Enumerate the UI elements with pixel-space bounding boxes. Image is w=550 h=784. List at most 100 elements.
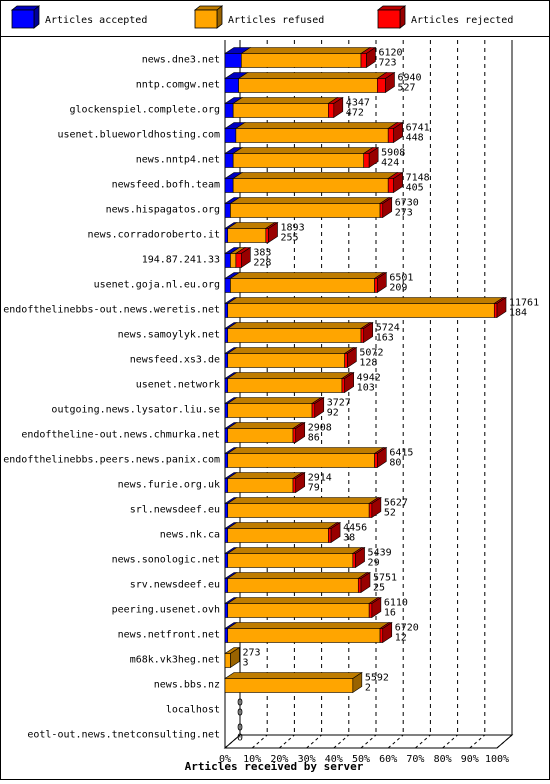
bar-value-label: 6730 [395, 198, 419, 209]
bar-value-label: 86 [308, 433, 320, 444]
category-label: newsfeed.xs3.de [130, 355, 220, 366]
bar-value-label: 4456 [343, 523, 367, 534]
bar-segment [224, 203, 231, 218]
bar-value-label: 0 [237, 723, 243, 734]
category-label: srl.newsdeef.eu [130, 505, 220, 516]
legend-swatch [11, 9, 35, 29]
bar-segment [227, 528, 329, 543]
bar-segment [224, 278, 231, 293]
bar-segment [224, 603, 229, 618]
bar-value-label: 5439 [368, 548, 392, 559]
bar-value-label: 6110 [384, 598, 408, 609]
bar-segment [292, 428, 297, 443]
bar-segment [227, 428, 294, 443]
legend-label: Articles refused [228, 15, 324, 26]
bar-segment [328, 103, 335, 118]
bar-value-label: 228 [253, 258, 271, 269]
bar-segment [224, 503, 229, 518]
bar-segment [360, 53, 367, 68]
bar-value-label: 0 [237, 698, 243, 709]
bar-segment-side [377, 271, 387, 294]
bar-row [224, 121, 404, 144]
bar-value-label: 184 [509, 308, 527, 319]
bar-segment-side [363, 321, 374, 344]
x-tick-label: 10% [243, 754, 261, 765]
category-label: news.furie.org.uk [118, 480, 220, 491]
bar-value-label: 6741 [406, 123, 430, 134]
bar-row [224, 471, 306, 494]
bar-segment [227, 628, 381, 643]
category-label: news.hispagatos.org [106, 205, 220, 216]
legend-item: Articles refused [193, 5, 324, 29]
bar-row [224, 421, 306, 444]
bar-segment-top [226, 422, 303, 429]
bar-segment-side [368, 146, 379, 169]
category-label: news.netfront.net [118, 630, 220, 641]
bar-segment [265, 228, 269, 243]
bar-segment-side [355, 546, 365, 569]
bar-segment-side [496, 296, 507, 319]
bar-segment [311, 403, 316, 418]
bar-value-label: 6501 [389, 273, 413, 284]
bar-value-label: 52 [384, 508, 396, 519]
bar-segment [224, 653, 231, 668]
bar-segment-side [330, 521, 341, 544]
category-label: m68k.vk3heg.net [130, 655, 220, 666]
bar-segment [224, 78, 239, 93]
bar-segment [227, 503, 370, 518]
bar-segment-top [226, 622, 391, 629]
category-label: news.nntp4.net [136, 155, 220, 166]
bar-value-label: 6415 [389, 448, 413, 459]
bar-segment-side [393, 121, 403, 144]
bar-segment-top [232, 147, 374, 154]
x-tick-label: 90% [461, 754, 479, 765]
bar-segment [341, 378, 345, 393]
bar-value-label: 7148 [406, 173, 430, 184]
bar-value-label: 92 [327, 408, 339, 419]
x-tick-label: 60% [379, 754, 397, 765]
bar-value-label: 80 [389, 458, 401, 469]
bar-segment [227, 303, 495, 318]
bar-segment-side [295, 471, 306, 494]
bar-value-label: 3727 [327, 398, 351, 409]
legend-swatch-side [33, 5, 40, 29]
bar-segment [387, 128, 394, 143]
category-label: news.sonologic.net [112, 555, 220, 566]
legend-item: Articles rejected [376, 5, 513, 29]
category-label: usenet.blueworldhosting.com [57, 130, 220, 141]
bar-segment-top [226, 372, 352, 379]
bar-segment [230, 278, 375, 293]
bar-row [224, 371, 355, 394]
bar-segment [292, 478, 297, 493]
bar-segment [379, 203, 384, 218]
bar-segment-side [360, 571, 371, 594]
legend: Articles accepted Articles refused Article… [10, 5, 513, 29]
bar-segment [224, 478, 229, 493]
category-label: endofthelinebbs.peers.news.panix.com [3, 455, 220, 466]
bar-row [224, 621, 393, 644]
bar-value-label: 79 [308, 483, 320, 494]
bar-segment [227, 553, 354, 568]
bar-row [224, 571, 371, 594]
bar-value-label: 2914 [308, 473, 332, 484]
bar-segment-top [226, 347, 355, 354]
bar-segment [224, 353, 229, 368]
bar-value-label: 472 [346, 108, 364, 119]
bar-segment-top [226, 597, 380, 604]
category-label: news.samoylyk.net [118, 330, 220, 341]
bar-segment [230, 253, 237, 268]
bar-segment [368, 503, 373, 518]
bar-segment-top [234, 122, 399, 129]
category-label: glockenspiel.complete.org [69, 105, 220, 116]
bar-segment [374, 278, 378, 293]
bar-value-label: 2908 [308, 423, 332, 434]
category-label: news.dne3.net [142, 55, 220, 66]
category-label: nntp.comgw.net [136, 80, 220, 91]
bar-segment [227, 403, 313, 418]
bar-segment [224, 553, 229, 568]
x-axis-label: Articles received by server [185, 760, 364, 773]
x-tick-label: 20% [270, 754, 288, 765]
bar-row [224, 521, 342, 544]
